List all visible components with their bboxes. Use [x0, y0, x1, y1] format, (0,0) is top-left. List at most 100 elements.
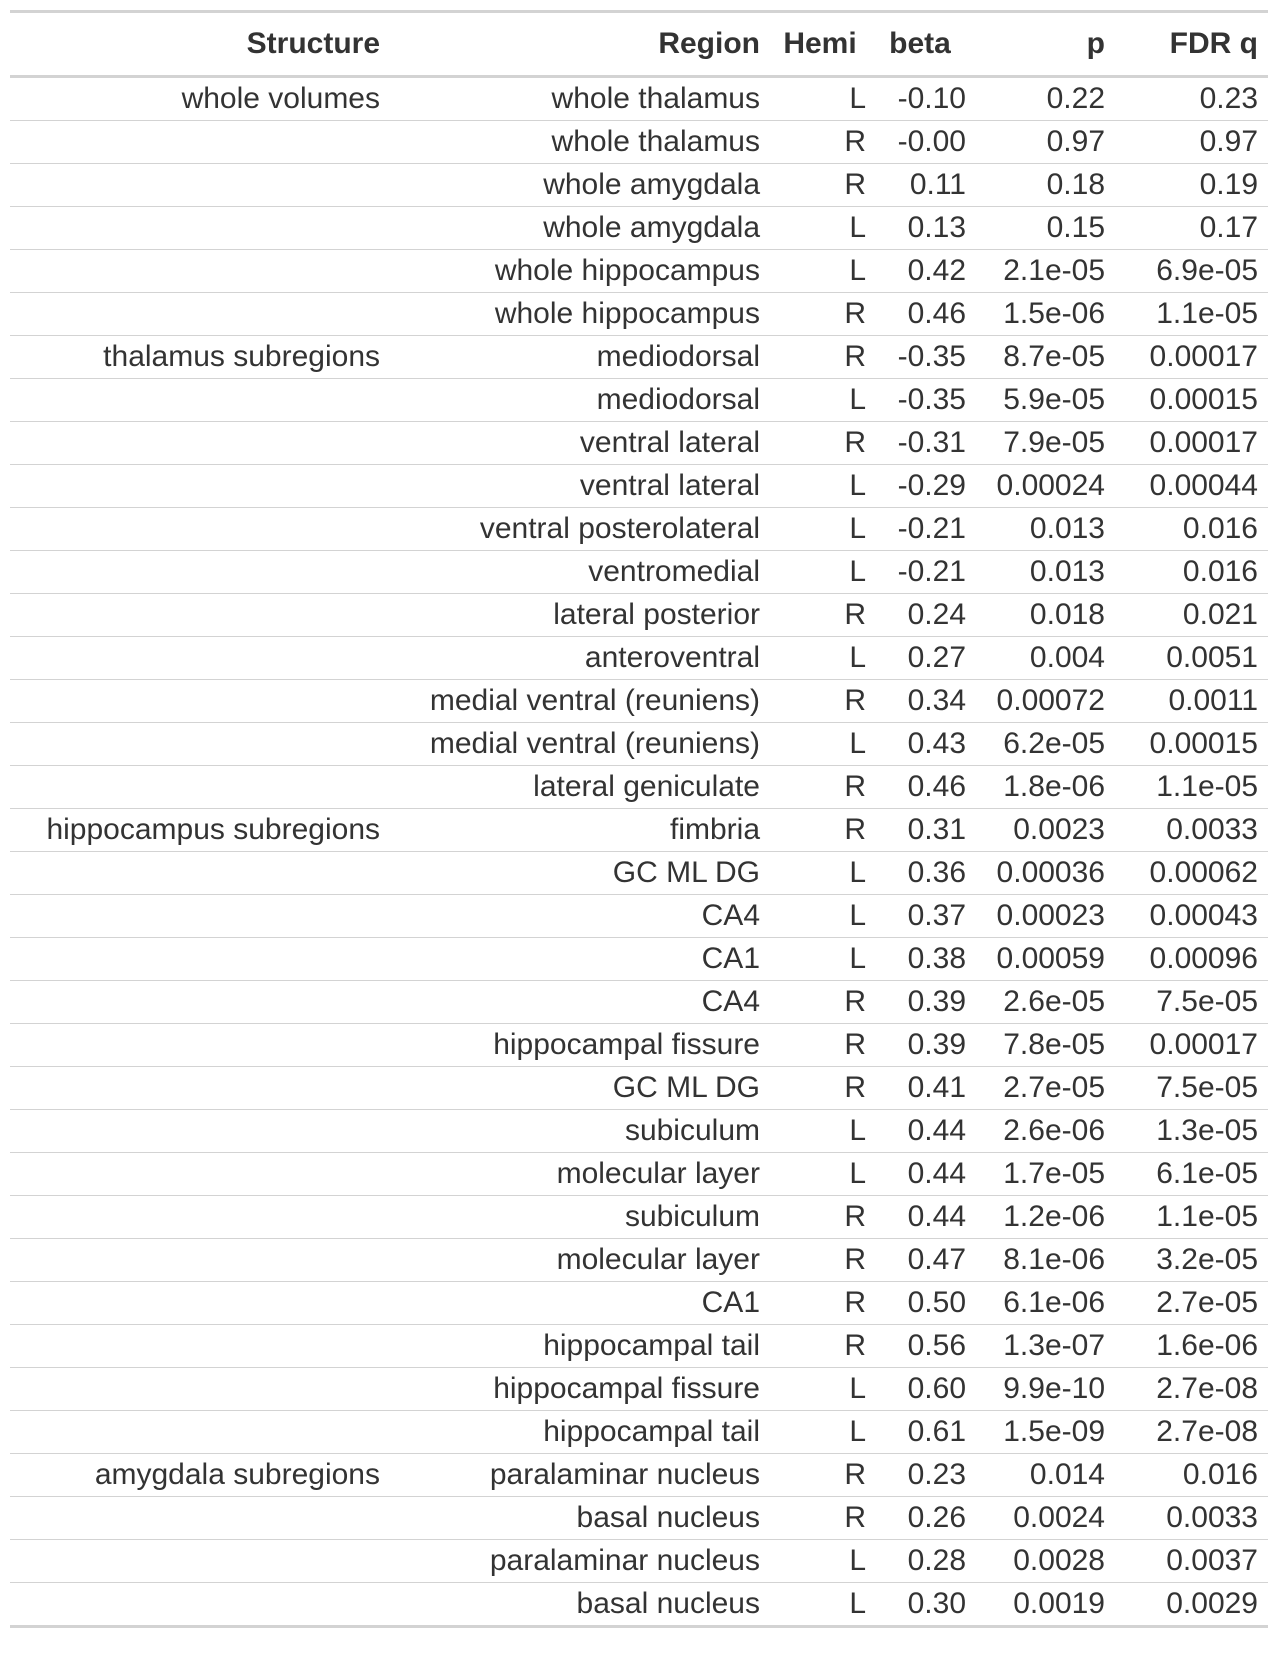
cell-structure: amygdala subregions [10, 1453, 390, 1497]
header-row: Structure Region Hemi beta p FDR q [10, 11, 1268, 78]
cell-structure: hippocampus subregions [10, 808, 390, 852]
cell-region: whole hippocampus [390, 292, 770, 336]
cell-structure [10, 593, 390, 637]
cell-p: 2.1e-05 [970, 249, 1115, 293]
table-row: paralaminar nucleus L 0.28 0.0028 0.0037 [10, 1539, 1268, 1583]
cell-structure [10, 378, 390, 422]
cell-fdr-q: 0.97 [1115, 120, 1268, 164]
cell-structure [10, 980, 390, 1024]
cell-structure [10, 421, 390, 465]
cell-beta: 0.41 [870, 1066, 970, 1110]
cell-region: ventral posterolateral [390, 507, 770, 551]
cell-fdr-q: 2.7e-05 [1115, 1281, 1268, 1325]
cell-beta: 0.28 [870, 1539, 970, 1583]
results-table-container: Structure Region Hemi beta p FDR q whole… [10, 10, 1268, 1628]
cell-p: 0.013 [970, 550, 1115, 594]
cell-fdr-q: 0.00096 [1115, 937, 1268, 981]
cell-region: CA1 [390, 1281, 770, 1325]
cell-p: 6.2e-05 [970, 722, 1115, 766]
cell-structure [10, 507, 390, 551]
cell-fdr-q: 0.0051 [1115, 636, 1268, 680]
cell-hemi: L [770, 1367, 870, 1411]
cell-fdr-q: 0.00044 [1115, 464, 1268, 508]
cell-p: 0.0028 [970, 1539, 1115, 1583]
cell-p: 5.9e-05 [970, 378, 1115, 422]
cell-hemi: L [770, 1152, 870, 1196]
cell-fdr-q: 0.00017 [1115, 421, 1268, 465]
table-row: whole hippocampus L 0.42 2.1e-05 6.9e-05 [10, 249, 1268, 293]
cell-structure [10, 1152, 390, 1196]
cell-fdr-q: 1.1e-05 [1115, 292, 1268, 336]
cell-structure [10, 937, 390, 981]
cell-structure: whole volumes [10, 76, 390, 121]
cell-hemi: L [770, 937, 870, 981]
cell-region: whole amygdala [390, 206, 770, 250]
cell-p: 1.5e-06 [970, 292, 1115, 336]
cell-beta: 0.56 [870, 1324, 970, 1368]
cell-hemi: L [770, 550, 870, 594]
cell-p: 2.6e-05 [970, 980, 1115, 1024]
cell-p: 0.00072 [970, 679, 1115, 723]
table-row: lateral posterior R 0.24 0.018 0.021 [10, 593, 1268, 637]
cell-structure [10, 1238, 390, 1282]
cell-p: 0.00036 [970, 851, 1115, 895]
table-body: whole volumes whole thalamus L -0.10 0.22 0.2… [10, 76, 1268, 1627]
cell-fdr-q: 2.7e-08 [1115, 1410, 1268, 1454]
cell-structure [10, 1066, 390, 1110]
cell-p: 2.7e-05 [970, 1066, 1115, 1110]
cell-structure [10, 1023, 390, 1067]
cell-beta: 0.23 [870, 1453, 970, 1497]
cell-hemi: L [770, 636, 870, 680]
cell-beta: -0.35 [870, 335, 970, 379]
cell-p: 6.1e-06 [970, 1281, 1115, 1325]
table-row: subiculum L 0.44 2.6e-06 1.3e-05 [10, 1109, 1268, 1153]
cell-structure [10, 1583, 390, 1627]
table-row: whole volumes whole thalamus L -0.10 0.22 0.2… [10, 76, 1268, 121]
table-row: ventral posterolateral L -0.21 0.013 0.016 [10, 507, 1268, 551]
cell-p: 0.0019 [1013, 1587, 1105, 1620]
cell-hemi: R [770, 292, 870, 336]
cell-hemi: R [770, 163, 870, 207]
cell-fdr-q: 0.00015 [1115, 722, 1268, 766]
cell-fdr-q: 6.1e-05 [1115, 1152, 1268, 1196]
cell-fdr-q: 0.00062 [1115, 851, 1268, 895]
cell-region: medial ventral (reuniens) [390, 679, 770, 723]
cell-region: paralaminar nucleus [390, 1453, 770, 1497]
table-row: hippocampal fissure R 0.39 7.8e-05 0.00017 [10, 1023, 1268, 1067]
cell-fdr-q: 0.0029 [1166, 1587, 1258, 1620]
table-row: ventral lateral R -0.31 7.9e-05 0.00017 [10, 421, 1268, 465]
cell-fdr-q: 7.5e-05 [1115, 1066, 1268, 1110]
cell-p: 0.013 [970, 507, 1115, 551]
cell-fdr-q: 0.00043 [1115, 894, 1268, 938]
cell-beta: -0.00 [870, 120, 970, 164]
cell-structure [10, 765, 390, 809]
cell-fdr-q: 0.00017 [1115, 335, 1268, 379]
cell-p: 0.0024 [970, 1496, 1115, 1540]
table-row: ventral lateral L -0.29 0.00024 0.00044 [10, 464, 1268, 508]
cell-hemi: R [770, 1195, 870, 1239]
table-row: mediodorsal L -0.35 5.9e-05 0.00015 [10, 378, 1268, 422]
cell-p: 0.014 [970, 1453, 1115, 1497]
cell-p: 0.004 [970, 636, 1115, 680]
cell-region: hippocampal tail [390, 1324, 770, 1368]
cell-hemi: R [770, 335, 870, 379]
cell-beta: 0.24 [870, 593, 970, 637]
cell-beta: 0.47 [870, 1238, 970, 1282]
cell-p: 7.8e-05 [970, 1023, 1115, 1067]
cell-beta: 0.46 [870, 765, 970, 809]
cell-region: whole amygdala [390, 163, 770, 207]
cell-hemi: R [770, 808, 870, 852]
cell-beta: -0.21 [870, 550, 970, 594]
cell-beta: 0.27 [870, 636, 970, 680]
cell-region: molecular layer [390, 1238, 770, 1282]
cell-region: hippocampal fissure [390, 1367, 770, 1411]
cell-region: basal nucleus [390, 1496, 770, 1540]
cell-hemi: L [770, 1410, 870, 1454]
cell-hemi: R [770, 980, 870, 1024]
cell-fdr-q: 0.0011 [1115, 679, 1268, 723]
cell-hemi: R [770, 679, 870, 723]
cell-p: 0.22 [970, 76, 1115, 121]
cell-hemi: R [770, 1324, 870, 1368]
cell-region: subiculum [390, 1195, 770, 1239]
cell-region: mediodorsal [390, 335, 770, 379]
